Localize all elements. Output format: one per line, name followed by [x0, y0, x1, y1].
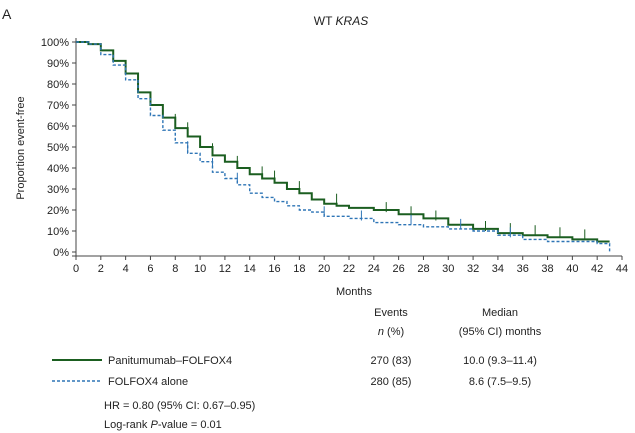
- legend-label-folfox: FOLFOX4 alone: [108, 376, 188, 388]
- logrank-p-italic: P: [150, 419, 158, 431]
- pct-label: (%): [384, 326, 404, 338]
- y-tick-label: 50%: [47, 142, 69, 154]
- n-italic: n: [378, 326, 384, 338]
- y-tick-label: 10%: [47, 226, 69, 238]
- x-tick-label: 36: [517, 263, 529, 275]
- plot-area: [76, 41, 611, 252]
- chart-title: WT KRAS: [314, 14, 368, 28]
- y-tick-label: 60%: [47, 121, 69, 133]
- x-tick-label: 28: [417, 263, 429, 275]
- x-tick-label: 32: [467, 263, 479, 275]
- y-tick-label: 40%: [47, 163, 69, 175]
- legend-label-panitumumab: Panitumumab–FOLFOX4: [108, 355, 232, 367]
- x-tick-label: 42: [591, 263, 603, 275]
- x-tick-label: 38: [541, 263, 553, 275]
- logrank-suffix: -value = 0.01: [158, 419, 222, 431]
- x-tick-label: 22: [343, 263, 355, 275]
- x-tick-label: 24: [368, 263, 380, 275]
- axes: 0%10%20%30%40%50%60%70%80%90%100%0 2 4 6 8 10…: [41, 37, 628, 275]
- x-tick-label: 44: [616, 263, 628, 275]
- table-header-median-sub: (95% CI) months: [459, 326, 542, 338]
- y-tick-label: 90%: [47, 58, 69, 70]
- table-header-median: Median: [482, 307, 518, 319]
- x-tick-label: 14: [244, 263, 256, 275]
- series-line-folfox: [76, 41, 611, 252]
- logrank-pvalue: Log-rank P-value = 0.01: [104, 419, 222, 431]
- x-tick-label: 4: [123, 263, 129, 275]
- y-tick-label: 100%: [41, 37, 69, 49]
- y-tick-label: 80%: [47, 79, 69, 91]
- events-folfox: 280 (85): [371, 376, 412, 388]
- y-tick-label: 0%: [53, 247, 69, 259]
- y-axis-label: Proportion event-free: [15, 96, 27, 199]
- events-panitumumab: 270 (83): [371, 355, 412, 367]
- y-tick-label: 30%: [47, 184, 69, 196]
- x-tick-label: 26: [393, 263, 405, 275]
- x-tick-label: 20: [318, 263, 330, 275]
- panel-label: A: [2, 6, 12, 22]
- x-axis-label: Months: [336, 286, 373, 298]
- chart-title-italic: KRAS: [336, 14, 369, 28]
- x-tick-label: 18: [293, 263, 305, 275]
- x-tick-label: 40: [566, 263, 578, 275]
- hazard-ratio: HR = 0.80 (95% CI: 0.67–0.95): [104, 400, 255, 412]
- median-panitumumab: 10.0 (9.3–11.4): [463, 355, 537, 367]
- chart-title-prefix: WT: [314, 14, 336, 28]
- series-line-panitumumab: [76, 41, 610, 243]
- x-tick-label: 2: [98, 263, 104, 275]
- table-header-events: Events: [374, 307, 408, 319]
- x-tick-label: 34: [492, 263, 504, 275]
- x-tick-label: 16: [268, 263, 280, 275]
- x-tick-label: 30: [442, 263, 454, 275]
- y-tick-label: 20%: [47, 205, 69, 217]
- logrank-prefix: Log-rank: [104, 419, 150, 431]
- x-tick-label: 6: [147, 263, 153, 275]
- x-tick-label: 8: [172, 263, 178, 275]
- table-header-events-sub: n (%): [378, 326, 404, 338]
- y-tick-label: 70%: [47, 100, 69, 112]
- x-tick-label: 0: [73, 263, 79, 275]
- x-tick-label: 12: [219, 263, 231, 275]
- x-tick-label: 10: [194, 263, 206, 275]
- median-folfox: 8.6 (7.5–9.5): [469, 376, 531, 388]
